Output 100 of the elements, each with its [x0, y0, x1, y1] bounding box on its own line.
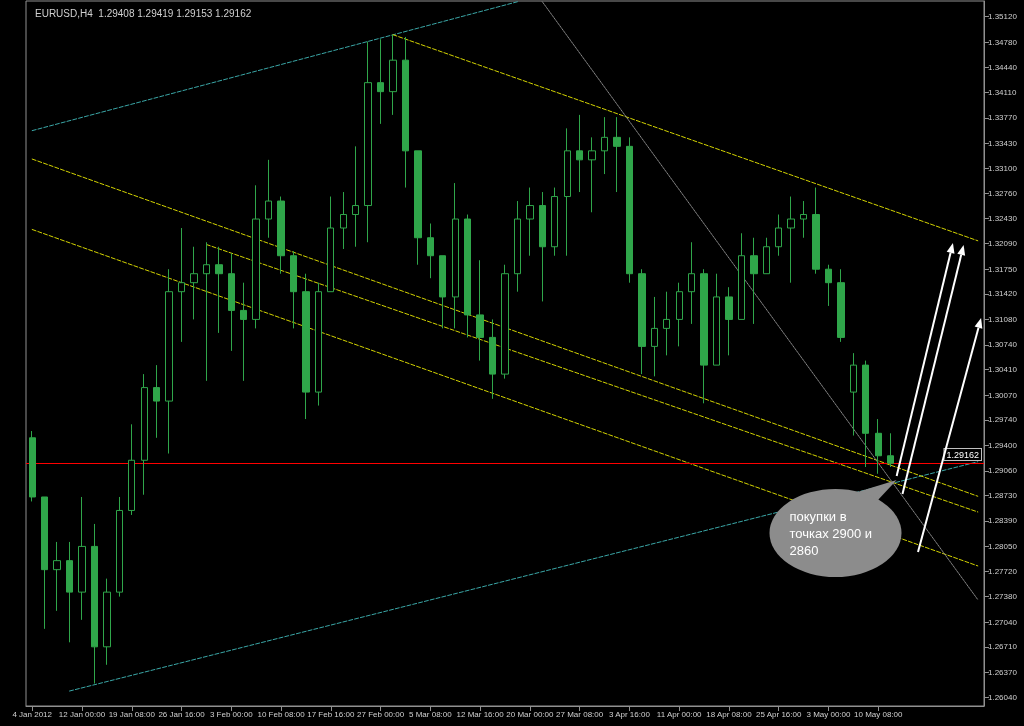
candlestick	[315, 282, 322, 407]
candlestick	[153, 364, 160, 439]
candlestick	[352, 145, 359, 248]
x-tick-label: 25 Apr 16:00	[756, 709, 802, 719]
y-tick-label: 1.35120	[988, 12, 1018, 22]
y-tick-label: 1.33430	[988, 138, 1018, 148]
y-tick-label: 1.30740	[988, 340, 1018, 350]
y-tick-label: 1.31080	[988, 314, 1018, 324]
candlestick	[228, 252, 235, 352]
candlestick	[252, 184, 260, 329]
x-tick-label: 12 Jan 00:00	[58, 709, 106, 719]
candlestick	[539, 191, 546, 302]
candlestick	[501, 264, 509, 380]
x-tick-label: 3 May 00:00	[806, 709, 852, 719]
candlestick	[613, 116, 621, 193]
ref-line-label: 1.29162	[946, 449, 979, 460]
candlestick	[875, 418, 882, 475]
x-tick-label: 19 Jan 08:00	[108, 709, 156, 719]
candlestick	[265, 159, 272, 239]
candlestick	[750, 237, 758, 325]
candlestick	[327, 196, 334, 293]
y-tick-label: 1.29060	[988, 466, 1018, 476]
candlestick	[240, 282, 247, 382]
candlestick	[526, 187, 534, 257]
candlestick	[128, 423, 135, 516]
x-tick-label: 26 Jan 16:00	[158, 709, 206, 719]
x-tick-label: 3 Feb 00:00	[209, 709, 254, 719]
candlestick	[377, 38, 384, 125]
candlestick	[464, 214, 471, 338]
candlestick	[564, 127, 571, 257]
candlestick	[41, 496, 48, 630]
y-tick-label: 1.32760	[988, 189, 1018, 199]
candlestick	[29, 430, 36, 502]
candlestick	[476, 259, 484, 362]
candlestick	[738, 232, 745, 320]
x-tick-label: 10 Feb 08:00	[257, 709, 306, 719]
candlestick	[215, 246, 223, 334]
candlestick	[277, 196, 285, 275]
candlestick	[626, 136, 633, 284]
x-tick-label: 18 Apr 08:00	[706, 709, 753, 719]
y-tick-label: 1.29400	[988, 440, 1018, 450]
candlestick	[700, 268, 708, 404]
x-tick-label: 20 Mar 00:00	[506, 709, 554, 719]
x-tick-label: 4 Jan 2012	[12, 709, 53, 719]
candlestick	[763, 237, 770, 275]
y-tick-label: 1.29740	[988, 415, 1018, 425]
candlestick	[78, 496, 86, 621]
x-tick-label: 17 Feb 16:00	[307, 709, 355, 719]
candlestick	[812, 187, 820, 275]
y-tick-label: 1.26040	[988, 692, 1018, 702]
candlestick	[452, 182, 459, 329]
candlestick	[638, 268, 646, 375]
candlestick	[402, 36, 409, 189]
x-tick-label: 3 Apr 16:00	[608, 709, 651, 719]
candlestick	[551, 187, 558, 257]
candlestick	[427, 223, 434, 279]
candlestick	[787, 196, 795, 284]
x-tick-label: 12 Mar 16:00	[456, 709, 505, 719]
candlestick	[576, 114, 583, 193]
candlestick	[775, 214, 782, 257]
y-tick-label: 1.26710	[988, 642, 1018, 652]
candlestick	[439, 255, 446, 329]
candlestick	[676, 282, 683, 347]
candlestick	[850, 352, 857, 437]
y-tick-label: 1.28730	[988, 490, 1018, 500]
y-tick-label: 1.34780	[988, 37, 1018, 47]
candlestick	[389, 34, 397, 116]
y-tick-label: 1.31750	[988, 264, 1018, 274]
candlestick	[887, 432, 894, 468]
candlestick	[725, 286, 733, 356]
candlestick	[91, 523, 98, 685]
candlestick	[800, 200, 807, 239]
candlestick	[601, 116, 608, 175]
candlestick	[489, 318, 496, 400]
candlestick	[190, 246, 198, 320]
candlestick	[514, 200, 521, 293]
y-tick-label: 1.27720	[988, 566, 1018, 576]
candlestick	[837, 268, 845, 343]
y-tick-label: 1.27040	[988, 617, 1018, 627]
candlestick	[862, 360, 869, 468]
candlestick	[178, 227, 185, 343]
y-tick-label: 1.27380	[988, 592, 1018, 602]
candlestick	[588, 136, 596, 213]
x-tick-label: 27 Feb 00:00	[357, 709, 405, 719]
candlestick	[165, 268, 173, 455]
y-tick-label: 1.34110	[988, 87, 1017, 97]
text: EURUSD,H4 1.29408 1.29419 1.29153 1.29162	[35, 7, 252, 19]
candlestick	[688, 241, 695, 325]
candlestick	[713, 273, 720, 366]
y-tick-label: 1.32090	[988, 239, 1018, 249]
y-tick-label: 1.28390	[988, 516, 1018, 526]
candlestick	[302, 273, 310, 420]
candlestick	[53, 541, 61, 612]
y-tick-label: 1.33770	[988, 113, 1018, 123]
candlestick	[340, 191, 347, 250]
candlestick	[364, 40, 372, 243]
y-tick-label: 1.32430	[988, 213, 1018, 223]
y-tick-label: 1.33100	[988, 163, 1018, 173]
x-tick-label: 10 May 08:00	[854, 709, 904, 719]
candlestick	[66, 541, 73, 643]
